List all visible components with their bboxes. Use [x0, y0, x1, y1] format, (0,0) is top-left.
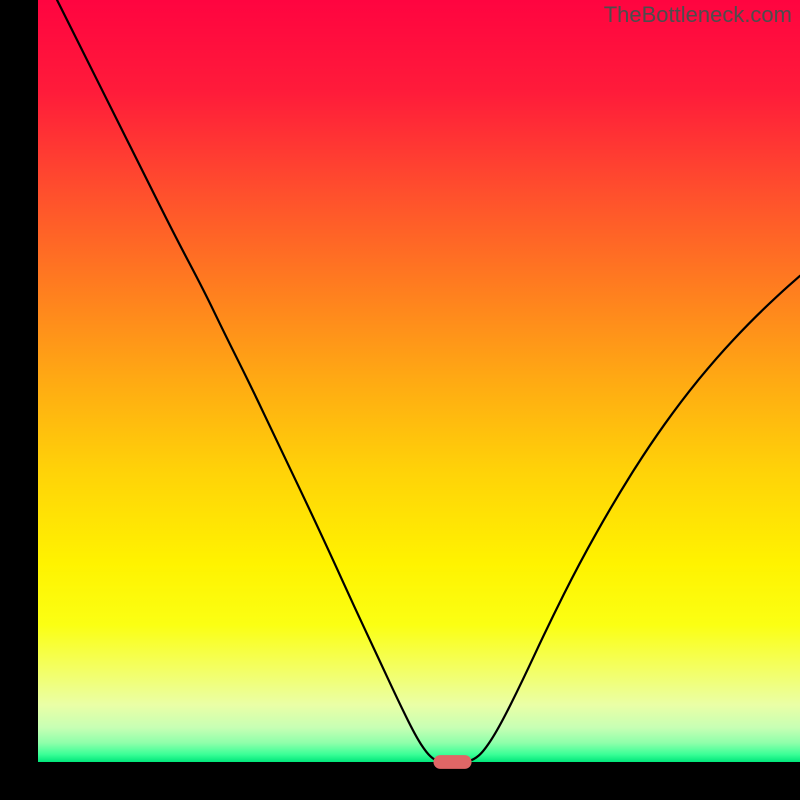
optimal-marker	[433, 755, 471, 769]
watermark-text: TheBottleneck.com	[604, 2, 792, 27]
bottleneck-chart: TheBottleneck.com	[0, 0, 800, 800]
chart-stage: TheBottleneck.com	[0, 0, 800, 800]
plot-background	[38, 0, 800, 762]
